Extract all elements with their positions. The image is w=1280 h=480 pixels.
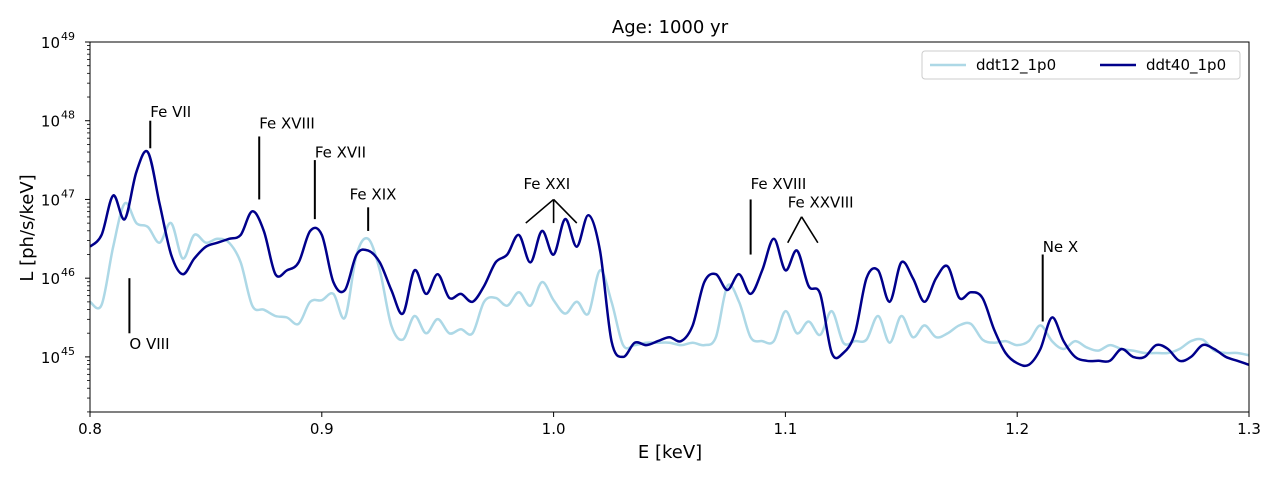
annotation-label: Fe VII (150, 103, 191, 121)
legend-label: ddt12_1p0 (976, 56, 1056, 75)
x-tick-label: 0.8 (78, 420, 102, 438)
y-tick-exponent: 45 (61, 345, 75, 358)
annotation-label: Fe XVII (315, 144, 366, 162)
legend-label: ddt40_1p0 (1146, 56, 1226, 75)
annotation-label: Fe XIX (350, 185, 397, 203)
annotation-label: Fe XXVIII (788, 193, 854, 211)
annotation-label: O VIII (129, 335, 169, 353)
y-tick-label: 10 (41, 270, 60, 288)
bracket-line (525, 198, 555, 224)
bracket-line (787, 216, 803, 244)
y-tick-label: 10 (41, 349, 60, 367)
bracket-line (800, 216, 819, 244)
bracket-line (553, 198, 578, 224)
y-tick-exponent: 47 (61, 187, 75, 200)
annotation-label: Fe XXI (523, 175, 570, 193)
y-axis-label: L [ph/s/keV] (17, 174, 38, 281)
legend: ddt12_1p0 ddt40_1p0 (921, 50, 1241, 80)
x-axis-label: E [keV] (638, 442, 702, 463)
series-group (90, 149, 1249, 368)
x-tick-label: 1.2 (1005, 420, 1029, 438)
y-tick-label: 10 (41, 34, 60, 52)
x-tick-label: 0.9 (310, 420, 334, 438)
series-line-ddt40_1p0 (90, 149, 1249, 368)
plot-frame (89, 41, 1250, 413)
annotation-label: Fe XVIII (259, 115, 315, 133)
annotation-label: Ne X (1043, 238, 1079, 256)
x-tick-label: 1.3 (1237, 420, 1261, 438)
y-tick-exponent: 46 (61, 266, 75, 279)
annotation-label: Fe XVIII (751, 175, 807, 193)
y-tick-exponent: 48 (61, 109, 75, 122)
y-tick-label: 10 (41, 113, 60, 131)
chart-title: Age: 1000 yr (612, 17, 729, 38)
series-line-ddt12_1p0 (90, 201, 1249, 357)
x-tick-label: 1.0 (542, 420, 566, 438)
x-tick-label: 1.1 (773, 420, 797, 438)
y-tick-exponent: 49 (61, 30, 75, 43)
y-tick-label: 10 (41, 191, 60, 209)
legend-box (921, 50, 1241, 80)
x-axis: 0.8 0.9 1.0 1.1 1.2 1.3 (78, 412, 1261, 438)
